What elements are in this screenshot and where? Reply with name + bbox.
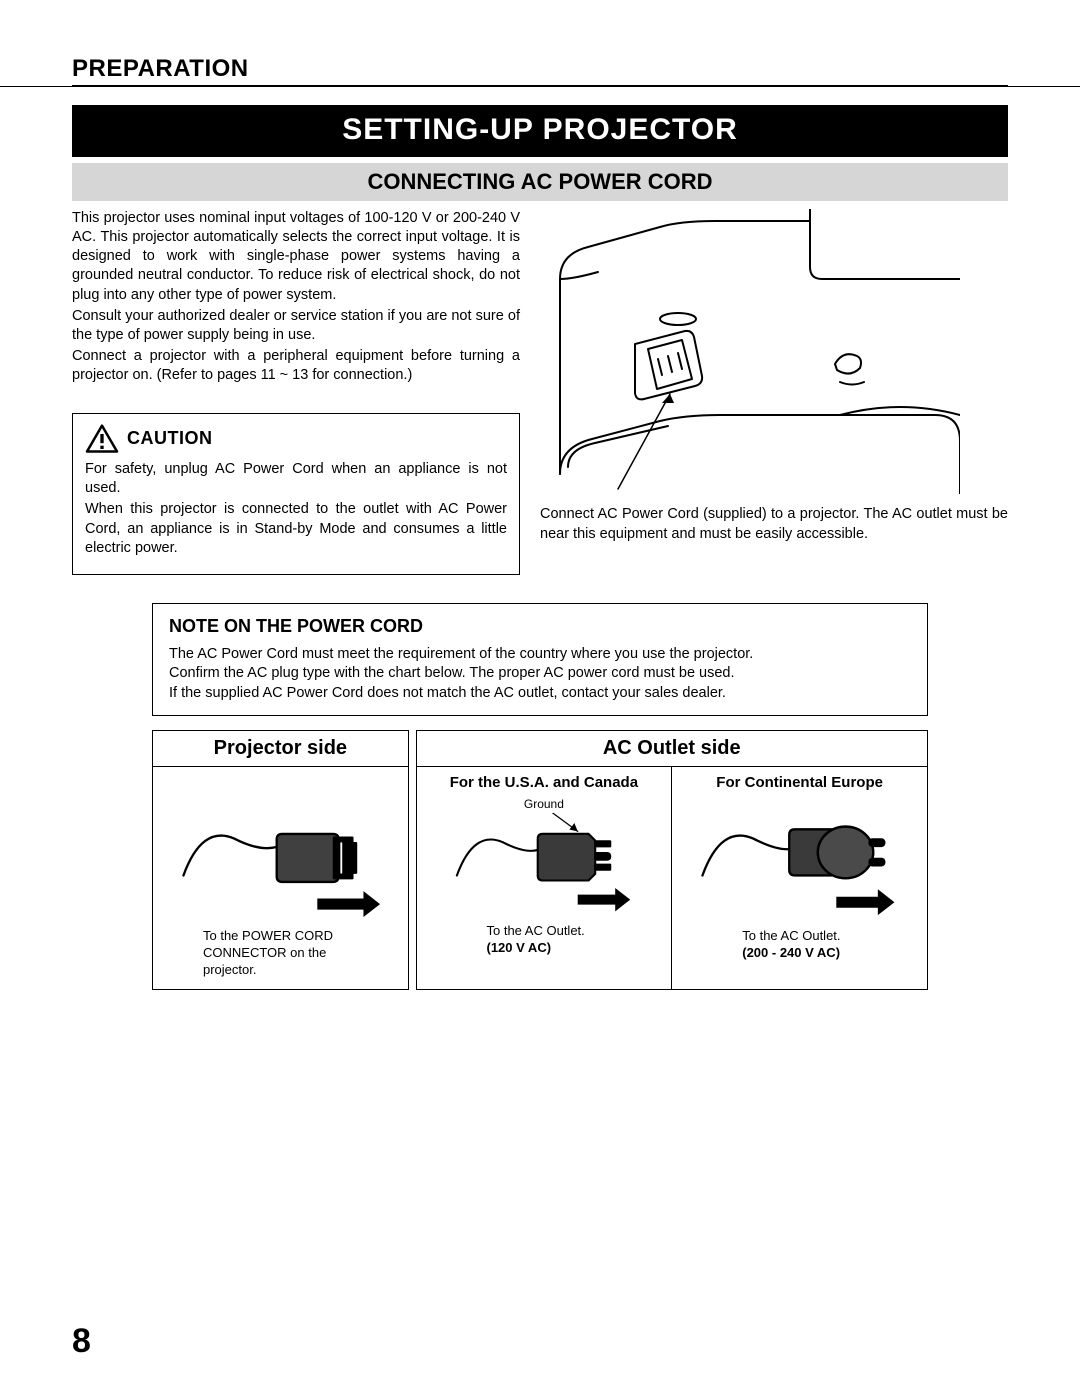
projector-diagram — [540, 209, 960, 494]
col1-l1: To the POWER CORD — [203, 928, 333, 943]
th-outlet-side: AC Outlet side — [416, 731, 928, 767]
col1-l3: projector. — [203, 962, 256, 977]
col1-l2: CONNECTOR on the — [203, 945, 326, 960]
col2-l2: (120 V AC) — [487, 940, 552, 955]
note-title: NOTE ON THE POWER CORD — [169, 616, 911, 637]
plug-usa-icon — [427, 813, 662, 913]
note-p2: Confirm the AC plug type with the chart … — [169, 664, 911, 684]
note-box: NOTE ON THE POWER CORD The AC Power Cord… — [152, 603, 928, 717]
col2-l1: To the AC Outlet. — [487, 923, 585, 938]
intro-p1: This projector uses nominal input voltag… — [72, 209, 520, 305]
note-p1: The AC Power Cord must meet the requirem… — [169, 645, 911, 665]
sub-banner: CONNECTING AC POWER CORD — [72, 163, 1008, 201]
page-number: 8 — [72, 1322, 91, 1361]
col3-l2: (200 - 240 V AC) — [742, 945, 840, 960]
caution-p2: When this projector is connected to the … — [85, 500, 507, 557]
intro-p3: Connect a projector with a peripheral eq… — [72, 347, 520, 385]
main-banner: SETTING-UP PROJECTOR — [72, 105, 1008, 157]
power-cord-table: Projector side AC Outlet side — [152, 730, 928, 989]
figure-caption: Connect AC Power Cord (supplied) to a pr… — [540, 505, 1008, 544]
caution-title: CAUTION — [127, 427, 213, 451]
col3-sub: For Continental Europe — [682, 773, 917, 793]
caution-p1: For safety, unplug AC Power Cord when an… — [85, 460, 507, 498]
section-title: PREPARATION — [72, 55, 1008, 87]
th-projector-side: Projector side — [153, 731, 409, 767]
ground-label: Ground — [427, 797, 662, 813]
warning-icon — [85, 424, 119, 454]
intro-p2: Consult your authorized dealer or servic… — [72, 307, 520, 345]
plug-europe-icon — [682, 797, 917, 917]
col2-sub: For the U.S.A. and Canada — [427, 773, 662, 793]
caution-box: CAUTION For safety, unplug AC Power Cord… — [72, 413, 520, 575]
col3-l1: To the AC Outlet. — [742, 928, 840, 943]
note-p3: If the supplied AC Power Cord does not m… — [169, 684, 911, 704]
plug-projector-icon — [163, 797, 398, 917]
